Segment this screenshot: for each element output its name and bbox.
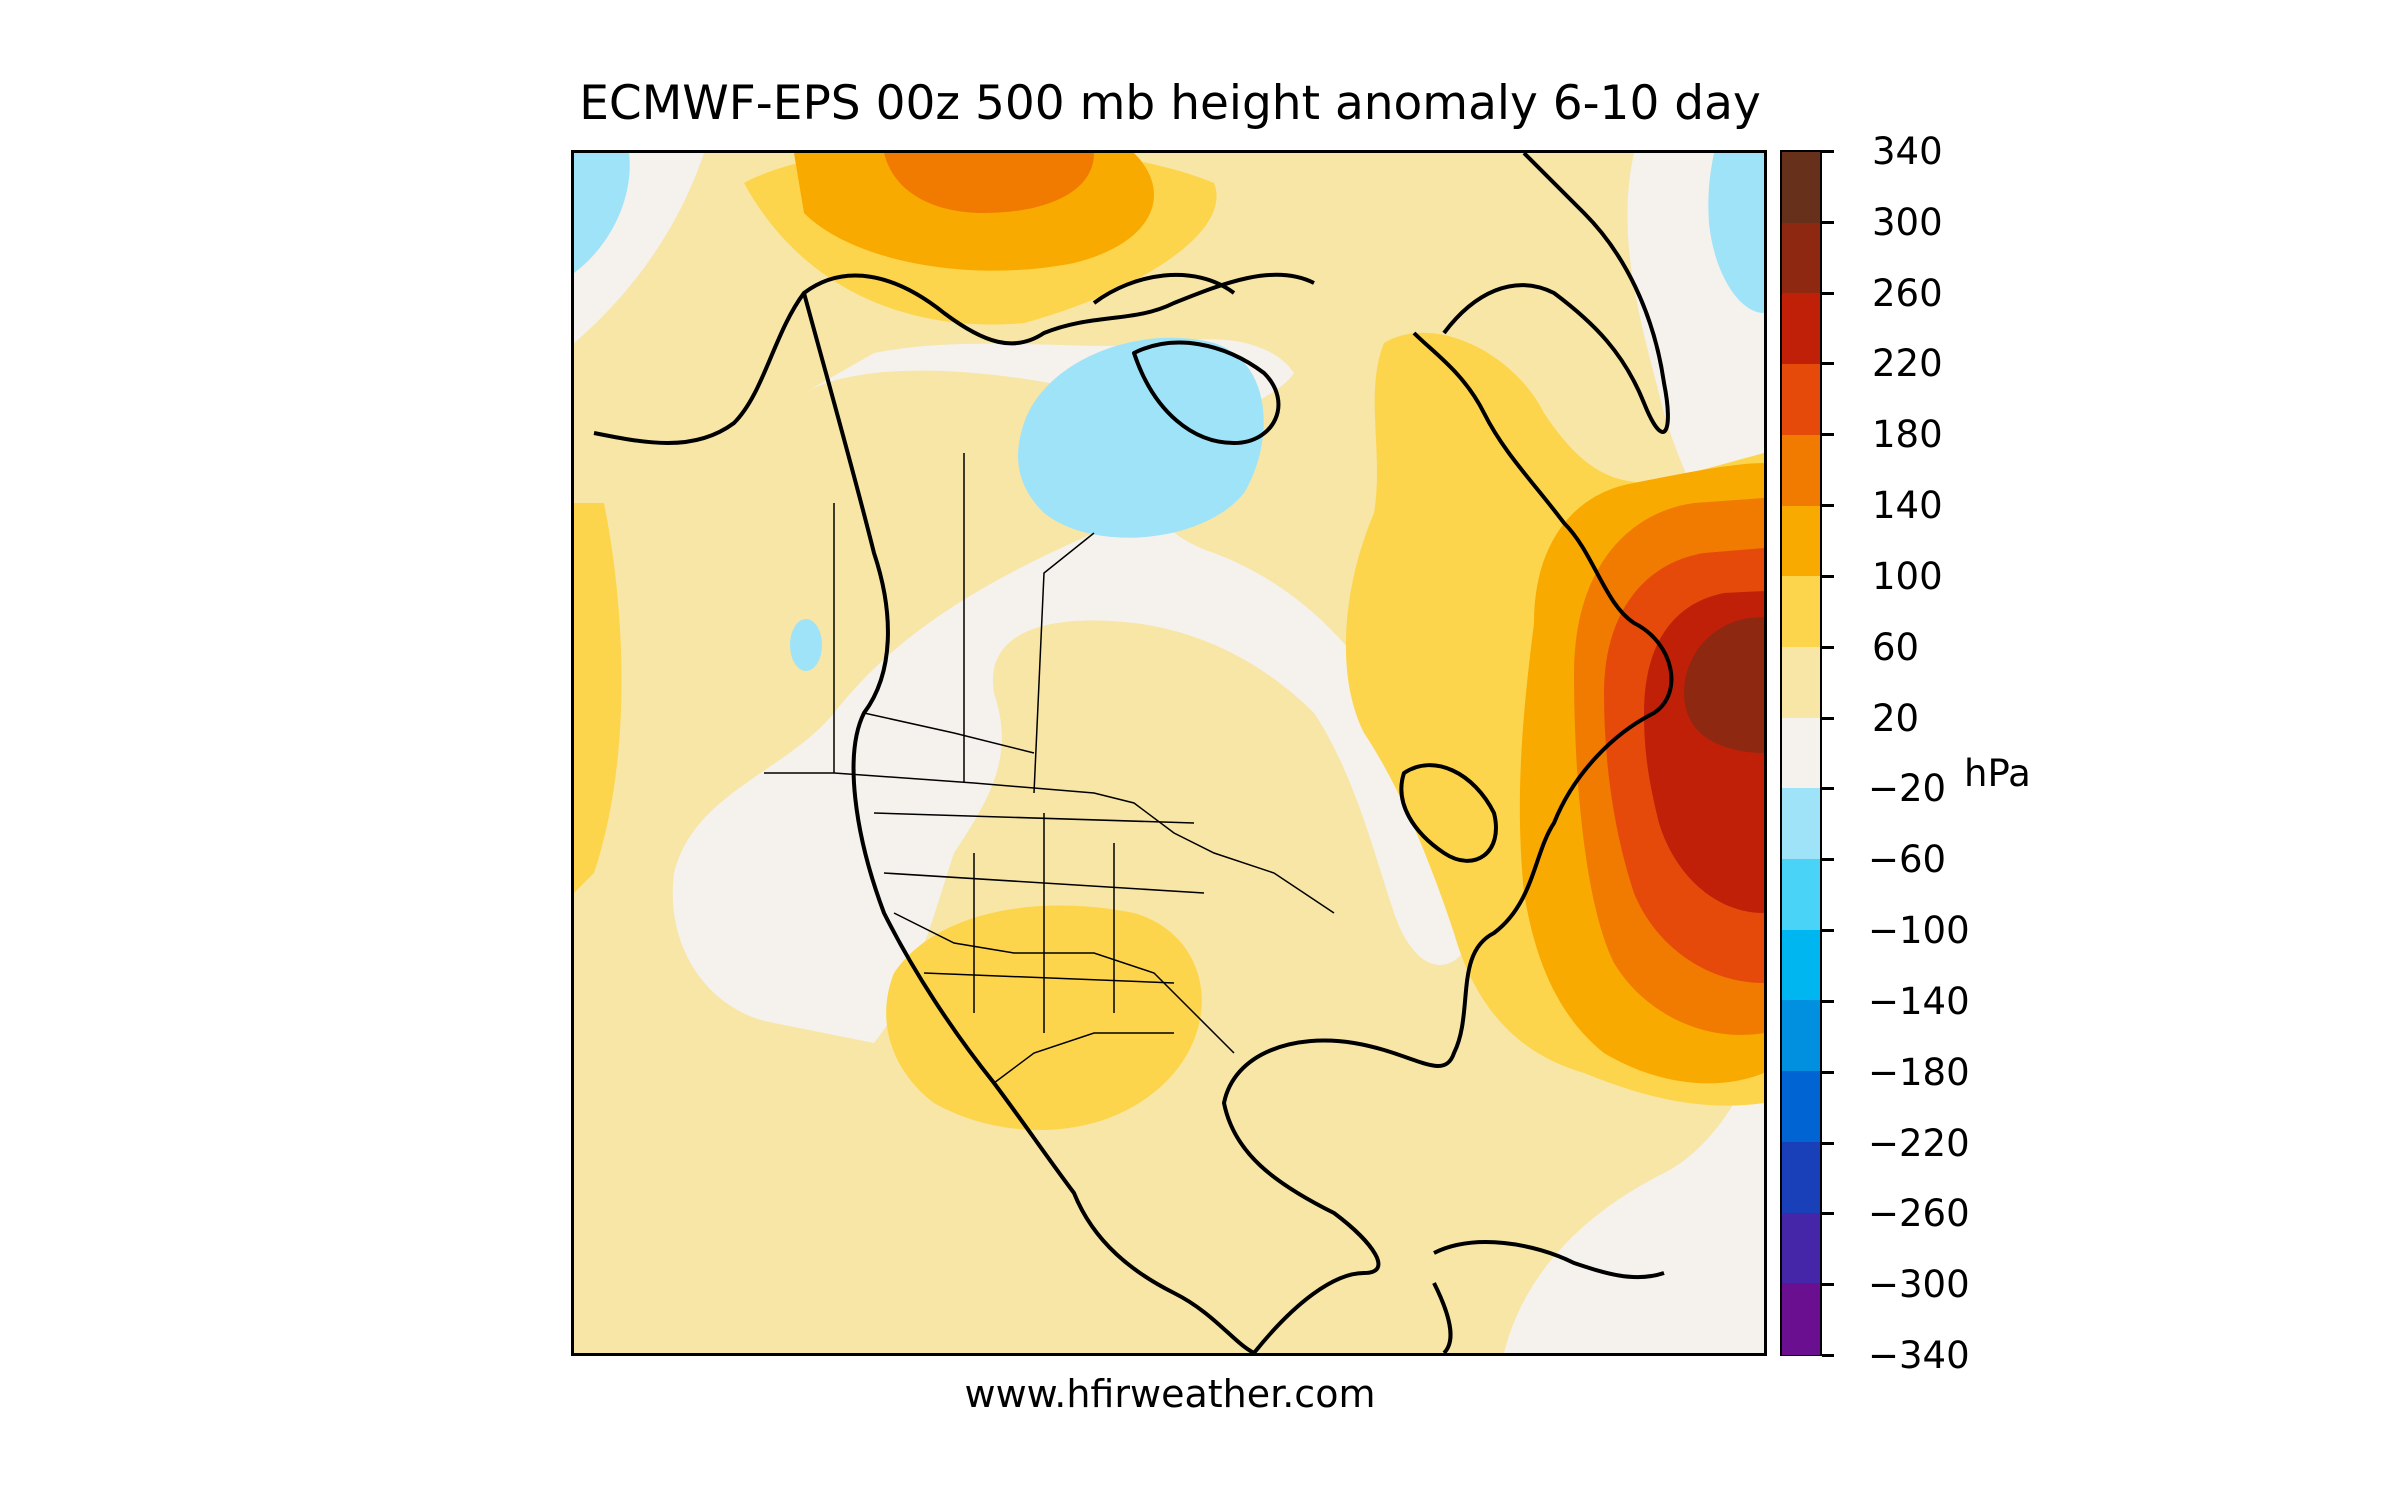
credit-text: www.hfirweather.com [964, 1372, 1376, 1416]
map-panel [571, 150, 1767, 1356]
colorbar-tick-label: 100 [1872, 554, 1943, 598]
colorbar-tick [1822, 1283, 1834, 1287]
colorbar-segment [1782, 646, 1820, 719]
negative-anomalies [574, 153, 1764, 671]
colorbar-tick-label: −300 [1868, 1263, 1970, 1307]
colorbar-tick-label: −100 [1868, 909, 1970, 953]
colorbar-segment [1782, 788, 1820, 860]
colorbar-tick [1822, 1212, 1834, 1216]
colorbar-tick [1822, 1070, 1834, 1074]
colorbar-segment [1782, 859, 1820, 931]
colorbar-tick [1822, 716, 1834, 720]
colorbar-segment [1782, 152, 1820, 224]
colorbar-tick-label: 20 [1872, 696, 1920, 740]
colorbar-tick-label: −340 [1868, 1334, 1970, 1377]
colorbar-tick [1822, 999, 1834, 1003]
map-title: ECMWF-EPS 00z 500 mb height anomaly 6-10… [579, 76, 1761, 131]
colorbar-segment [1782, 1141, 1820, 1214]
colorbar-tick-label: 260 [1872, 271, 1943, 315]
colorbar-tick-label: 300 [1872, 200, 1943, 244]
colorbar-segment [1782, 1000, 1820, 1072]
colorbar-segment [1782, 505, 1820, 577]
colorbar-segment [1782, 1212, 1820, 1284]
colorbar-tick [1822, 504, 1834, 508]
colorbar-tick-label: 220 [1872, 342, 1943, 386]
colorbar-tick-label: 340 [1872, 130, 1943, 173]
anomaly-260-300 [1684, 617, 1764, 753]
colorbar-segment [1782, 929, 1820, 1002]
colorbar-tick [1822, 433, 1834, 437]
colorbar-tick-label: −140 [1868, 979, 1970, 1023]
colorbar-tick [1822, 645, 1834, 649]
colorbar-tick [1822, 858, 1834, 862]
colorbar-tick [1822, 1141, 1834, 1145]
colorbar-tick-label: 140 [1872, 484, 1943, 528]
coastlines [593, 153, 1674, 1353]
colorbar-tick-label: −60 [1868, 838, 1947, 882]
colorbar-segment [1782, 364, 1820, 436]
colorbar-tick [1822, 220, 1834, 224]
colorbar-tick [1822, 362, 1834, 366]
colorbar-segment [1782, 717, 1820, 789]
colorbar-tick [1822, 150, 1834, 153]
colorbar-tick-label: −260 [1868, 1192, 1970, 1236]
colorbar-tick [1822, 574, 1834, 578]
colorbar-tick-label: 180 [1872, 413, 1943, 457]
colorbar-segment [1782, 1283, 1820, 1355]
colorbar-segment [1782, 222, 1820, 294]
colorbar-tick-label: −20 [1868, 767, 1947, 811]
colorbar-tick [1822, 1354, 1834, 1357]
colorbar-tick-label: 60 [1872, 625, 1920, 669]
colorbar-tick [1822, 929, 1834, 933]
colorbar-tick-label: −180 [1868, 1050, 1970, 1094]
colorbar-tick [1822, 291, 1834, 295]
colorbar-segment [1782, 293, 1820, 365]
colorbar-segment [1782, 1071, 1820, 1143]
colorbar-tick-label: −220 [1868, 1121, 1970, 1165]
colorbar-unit: hPa [1964, 752, 2031, 795]
colorbar-segment [1782, 434, 1820, 507]
anomaly-map [574, 153, 1764, 1353]
colorbar-segment [1782, 576, 1820, 648]
political-borders [764, 453, 1335, 1084]
colorbar-tick [1822, 787, 1834, 791]
colorbar [1780, 150, 1822, 1356]
